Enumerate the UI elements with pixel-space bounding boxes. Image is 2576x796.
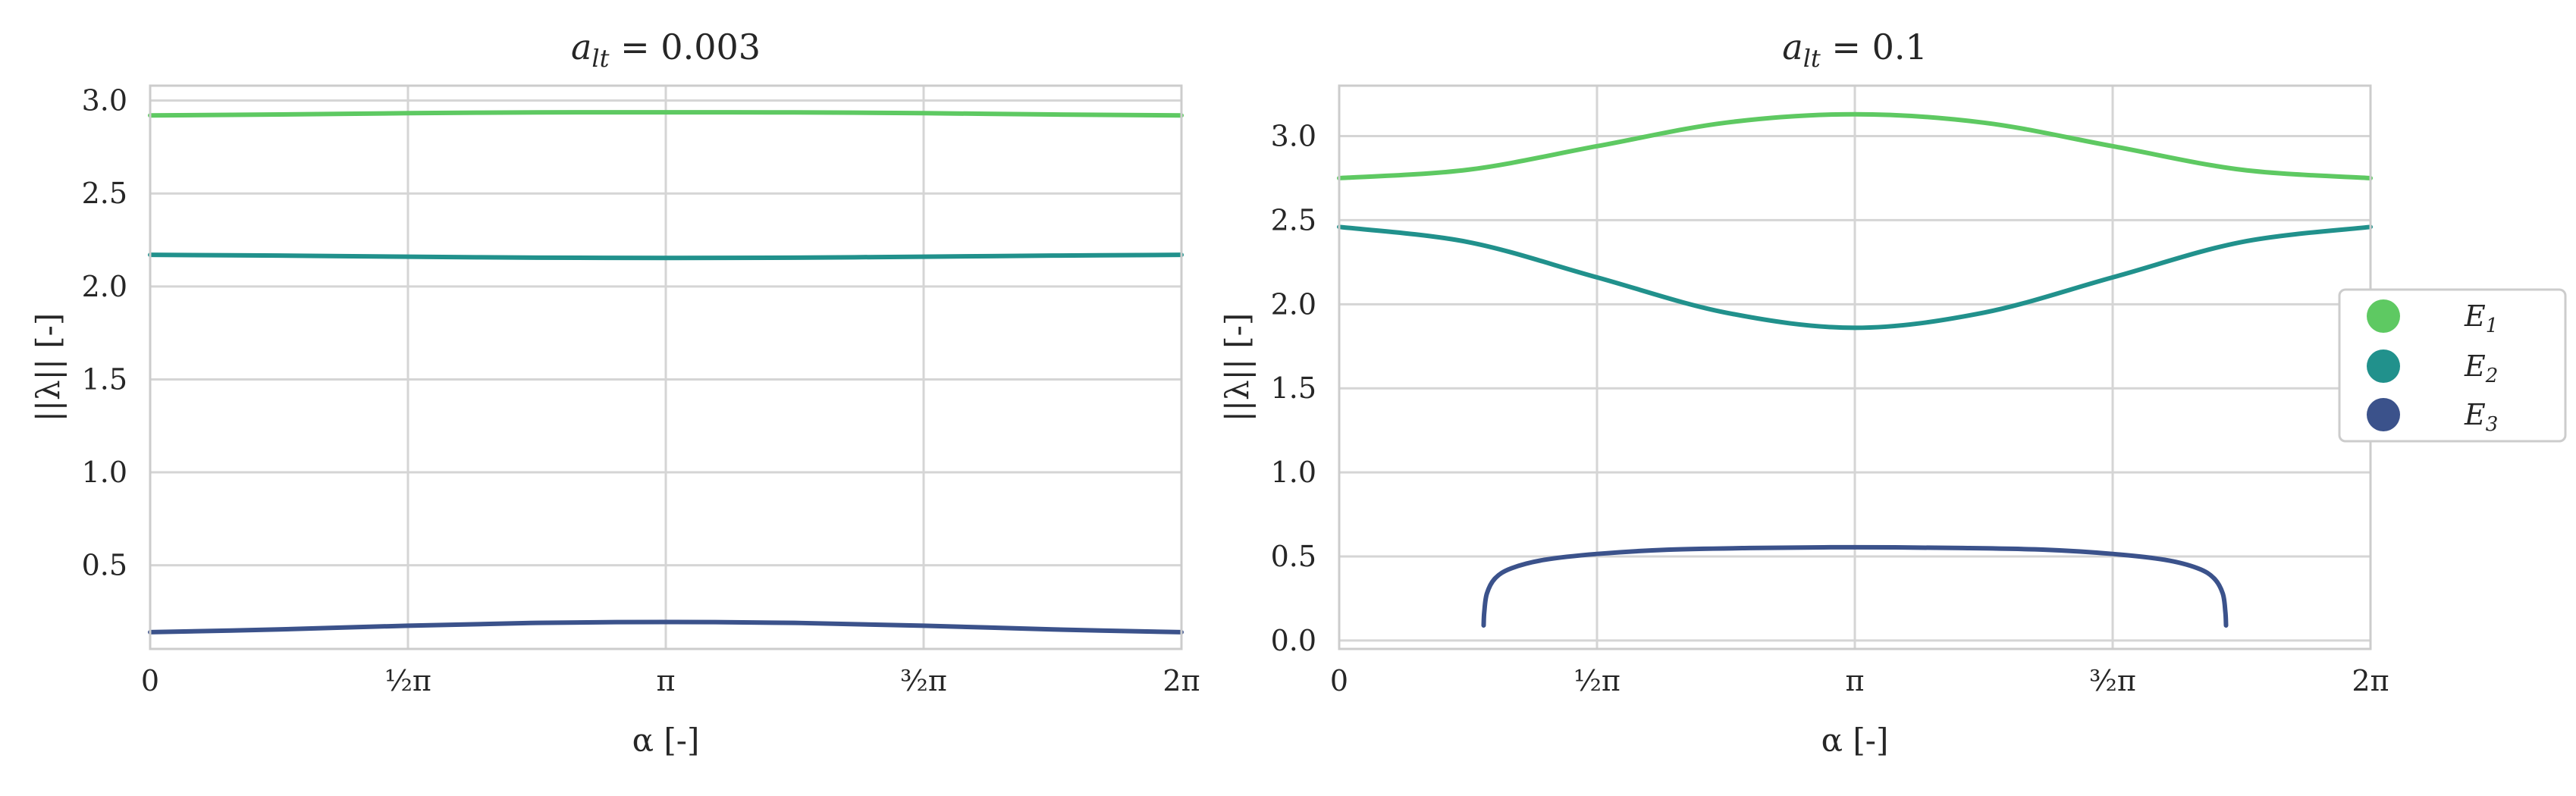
legend-item-e2: E2 (2367, 349, 2498, 387)
y-tick-label: 1.0 (1271, 456, 1316, 489)
series-line-e1 (148, 110, 1184, 118)
legend-label-e2: E2 (2464, 349, 2498, 387)
legend-label-e1: E1 (2464, 299, 2498, 337)
legend-label-e3: E3 (2464, 398, 2498, 436)
y-tick-label: 0.5 (1271, 540, 1316, 573)
y-tick-label: 2.5 (82, 177, 127, 210)
x-axis-label: α [-] (632, 722, 700, 759)
y-tick-label: 0.0 (1271, 624, 1316, 657)
x-tick-label: 2π (2352, 664, 2389, 697)
series-line-e2 (1337, 224, 2373, 331)
y-tick-label: 0.5 (82, 549, 127, 582)
series-line-e1 (1337, 111, 2373, 180)
series-line-e3 (148, 619, 1184, 635)
x-tick-label: 2π (1162, 664, 1200, 697)
x-tick-label: ³⁄₂π (900, 664, 947, 697)
y-tick-label: 3.0 (82, 84, 127, 118)
series-line-e3 (1481, 544, 2229, 628)
plot-title: alt = 0.003 (571, 27, 761, 73)
y-tick-label: 3.0 (1271, 120, 1316, 153)
x-tick-label: ½π (384, 664, 431, 697)
x-axis-label: α [-] (1821, 722, 1889, 759)
y-tick-label: 1.0 (82, 456, 127, 489)
legend-item-e3: E3 (2367, 398, 2498, 436)
y-axis-label: ||λ|| [-] (30, 313, 67, 422)
y-tick-label: 2.0 (1271, 287, 1316, 321)
series-line-e2 (148, 252, 1184, 261)
y-tick-label: 2.0 (82, 270, 127, 303)
y-tick-label: 1.5 (82, 362, 127, 396)
x-tick-label: π (657, 664, 676, 697)
x-tick-label: π (1846, 664, 1865, 697)
x-tick-label: 0 (141, 664, 159, 697)
legend: E1 E2 E3 (2338, 288, 2567, 443)
y-axis-label: ||λ|| [-] (1219, 313, 1256, 422)
legend-frame (2338, 288, 2567, 443)
plot-frame (149, 84, 1183, 650)
x-tick-label: 0 (1330, 664, 1348, 697)
legend-marker-e1 (2367, 299, 2400, 333)
y-tick-label: 2.5 (1271, 203, 1316, 237)
y-tick-label: 1.5 (1271, 371, 1316, 405)
subplot-right: 0 ½π π ³⁄₂π 2π 0.0 0.5 1.0 1.5 2.0 2.5 3.0 alt = 0.… (1219, 27, 2389, 759)
x-tick-label: ½π (1574, 664, 1621, 697)
legend-item-e1: E1 (2367, 299, 2498, 337)
subplot-left: 0 ½π π ³⁄₂π 2π 0.5 1.0 1.5 2.0 2.5 3.0 alt = 0.003… (30, 27, 1200, 759)
legend-marker-e2 (2367, 349, 2400, 383)
plot-title: alt = 0.1 (1782, 27, 1927, 73)
legend-marker-e3 (2367, 398, 2400, 431)
x-tick-label: ³⁄₂π (2089, 664, 2136, 697)
